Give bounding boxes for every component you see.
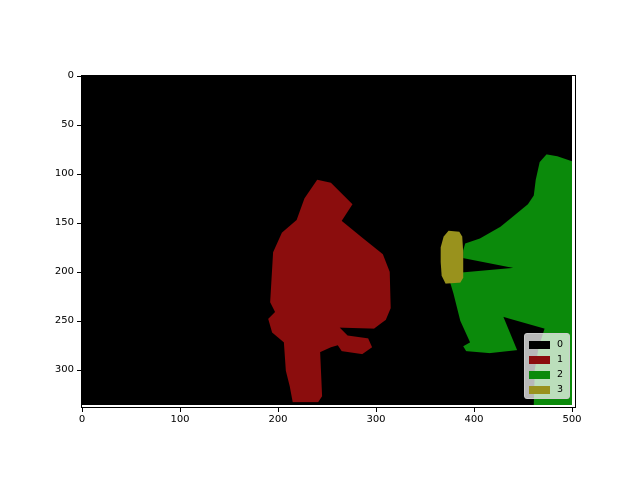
x-tick-label: 100 bbox=[170, 414, 190, 425]
mask-region-class-3 bbox=[440, 230, 464, 284]
legend-entry-0: 0 bbox=[529, 337, 565, 352]
legend-swatch-class-0 bbox=[529, 340, 550, 349]
y-tick-mark bbox=[77, 271, 81, 273]
y-tick-mark bbox=[77, 76, 81, 77]
x-tick-mark bbox=[82, 408, 83, 412]
x-tick-label: 400 bbox=[464, 414, 484, 425]
x-tick-mark bbox=[474, 408, 475, 412]
legend-swatch-class-3 bbox=[529, 385, 550, 394]
x-tick-label: 500 bbox=[562, 414, 582, 425]
y-tick-label: 100 bbox=[54, 167, 74, 179]
y-tick-label: 250 bbox=[54, 314, 74, 326]
x-tick-label: 0 bbox=[78, 414, 86, 425]
y-tick-mark bbox=[77, 124, 81, 126]
legend-box: 0 1 2 3 bbox=[524, 333, 570, 399]
legend-label: 1 bbox=[557, 353, 564, 365]
legend-entry-1: 1 bbox=[529, 352, 565, 367]
legend-swatch-class-1 bbox=[529, 355, 550, 364]
legend-entry-3: 3 bbox=[529, 382, 565, 397]
x-tick-mark bbox=[278, 408, 279, 412]
y-tick-mark bbox=[77, 173, 81, 175]
mask-region-class-1 bbox=[268, 179, 391, 403]
legend-entry-2: 2 bbox=[529, 367, 565, 382]
y-tick-mark bbox=[77, 320, 81, 322]
x-tick-label: 200 bbox=[268, 414, 288, 425]
y-tick-mark bbox=[77, 369, 81, 371]
legend-label: 2 bbox=[557, 368, 564, 380]
legend-swatch-class-2 bbox=[529, 370, 550, 379]
x-tick-label: 300 bbox=[366, 414, 386, 425]
x-tick-mark bbox=[572, 408, 573, 412]
y-tick-label: 50 bbox=[61, 118, 74, 130]
legend-label: 0 bbox=[557, 338, 564, 350]
y-tick-label: 300 bbox=[54, 363, 74, 375]
y-tick-label: 0 bbox=[67, 70, 74, 81]
legend-label: 3 bbox=[557, 383, 564, 395]
y-tick-label: 150 bbox=[54, 216, 74, 228]
x-tick-mark bbox=[376, 408, 377, 412]
segmentation-mask-image bbox=[82, 76, 572, 405]
y-tick-mark bbox=[77, 222, 81, 224]
x-tick-mark bbox=[180, 408, 181, 412]
y-tick-label: 200 bbox=[54, 265, 74, 277]
